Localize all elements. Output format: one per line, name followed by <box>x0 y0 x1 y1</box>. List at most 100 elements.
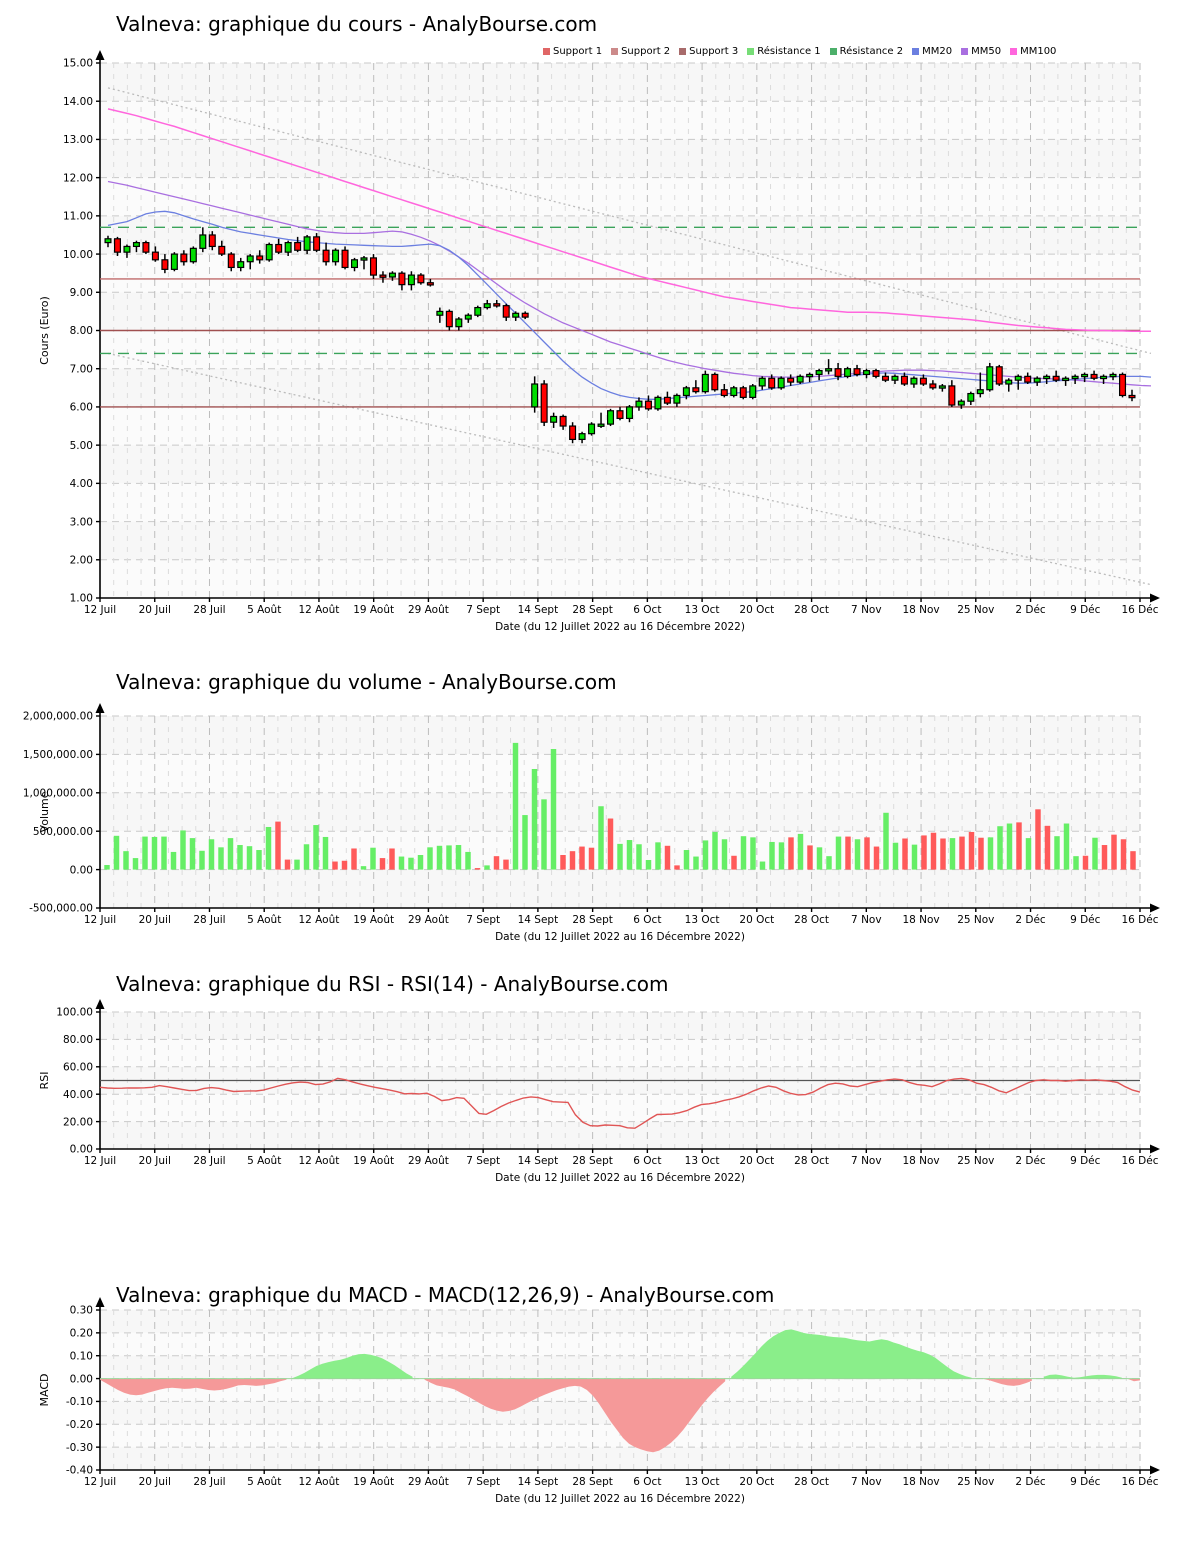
candlestick <box>170 253 178 270</box>
x-axis-title: Date (du 12 Juillet 2022 au 16 Décembre … <box>495 621 745 633</box>
volume-bar <box>313 825 319 870</box>
y-tick-label: 2.00 <box>70 554 93 566</box>
volume-bar <box>322 836 329 870</box>
candlestick <box>559 415 567 427</box>
volume-bar <box>911 844 918 870</box>
candlestick <box>654 396 662 410</box>
x-tick-label: 2 Déc <box>1015 1476 1046 1488</box>
candlestick <box>1014 375 1022 381</box>
x-tick-label: 28 Sept <box>572 1155 613 1167</box>
volume-bar <box>189 838 196 870</box>
volume-bar <box>997 826 1003 870</box>
candlestick <box>208 234 216 248</box>
volume-bar <box>674 865 680 870</box>
volume-bar <box>636 844 642 870</box>
x-tick-label: 19 Août <box>353 1476 394 1488</box>
y-axis-title: Volume <box>38 791 51 832</box>
x-tick-label: 5 Août <box>247 1155 281 1167</box>
candlestick <box>275 243 283 253</box>
legend-swatch-icon <box>611 48 619 55</box>
x-tick-label: 9 Déc <box>1070 1155 1101 1167</box>
candlestick <box>938 385 946 389</box>
x-tick-label: 12 Août <box>298 914 339 926</box>
volume-bar <box>560 855 566 870</box>
legend-swatch-icon <box>1010 48 1018 55</box>
candlestick <box>1071 375 1079 380</box>
candlestick <box>113 238 121 253</box>
x-tick-label: 29 Août <box>408 604 449 616</box>
legend-label: Résistance 2 <box>839 46 904 57</box>
candlestick <box>227 253 235 269</box>
x-tick-label: 12 Juil <box>84 1155 116 1167</box>
x-tick-label: 29 Août <box>408 1476 449 1488</box>
candlestick <box>616 410 624 419</box>
candlestick <box>682 387 690 397</box>
rsi-chart-svg: 0.00 20.00 40.00 60.00 80.00 100.00 12 Juil 20 … <box>38 999 1160 1184</box>
y-tick-label: 2,000,000.00 <box>23 711 93 723</box>
x-tick-label: 6 Oct <box>633 914 661 926</box>
volume-bar <box>493 856 500 870</box>
volume-bar <box>797 833 804 870</box>
y-tick-label: 20.00 <box>63 1116 93 1128</box>
volume-bar <box>541 799 547 870</box>
candlestick <box>929 383 937 389</box>
x-tick-label: 25 Nov <box>957 914 994 926</box>
volume-bar <box>807 845 813 870</box>
candlestick <box>588 423 596 435</box>
rsi-chart-panel: Valneva: graphique du RSI - RSI(14) - An… <box>0 950 1200 1250</box>
candlestick <box>578 433 586 441</box>
candlestick <box>512 312 520 318</box>
candlestick <box>464 314 472 320</box>
volume-bar <box>512 742 519 870</box>
legend-label: Support 3 <box>689 46 739 57</box>
x-tick-label: 29 Août <box>408 1155 449 1167</box>
volume-bar <box>484 865 490 870</box>
x-tick-label: 9 Déc <box>1070 604 1101 616</box>
candlestick <box>720 389 728 397</box>
x-tick-label: 7 Nov <box>851 1155 882 1167</box>
volume-bar <box>835 836 842 870</box>
legend-item-5: MM20 <box>912 46 952 57</box>
candlestick <box>104 238 112 244</box>
volume-chart-title: Valneva: graphique du volume - AnalyBour… <box>116 670 617 694</box>
x-tick-label: 13 Oct <box>685 604 720 616</box>
macd-chart-panel: Valneva: graphique du MACD - MACD(12,26,… <box>0 1250 1200 1550</box>
volume-bar <box>1082 855 1089 870</box>
macd-chart-svg: -0.40 -0.30 -0.20 -0.10 0.00 0.10 0.20 0.30 12 J… <box>38 1297 1160 1505</box>
x-tick-label: 20 Juil <box>139 1476 171 1488</box>
candlestick <box>199 234 207 249</box>
volume-bar <box>398 856 405 870</box>
candlestick <box>1090 373 1098 379</box>
candlestick <box>1024 375 1032 383</box>
x-tick-label: 6 Oct <box>633 604 661 616</box>
x-tick-label: 12 Juil <box>84 914 116 926</box>
candlestick <box>1062 377 1070 382</box>
volume-bar <box>408 857 414 870</box>
candlestick <box>692 387 700 393</box>
volume-bar <box>845 836 851 870</box>
candlestick <box>313 236 321 251</box>
candlestick <box>796 375 804 383</box>
x-tick-label: 9 Déc <box>1070 914 1101 926</box>
volume-bar <box>503 859 509 870</box>
x-tick-label: 2 Déc <box>1015 914 1046 926</box>
volume-bar <box>113 835 120 870</box>
volume-bar <box>180 830 186 870</box>
volume-bar <box>379 858 386 870</box>
volume-bar <box>930 832 937 870</box>
x-tick-label: 18 Nov <box>902 1155 939 1167</box>
volume-bar <box>826 856 832 870</box>
y-axis-title: RSI <box>38 1072 51 1090</box>
y-tick-label: 10.00 <box>63 249 93 261</box>
volume-bar <box>208 839 215 870</box>
y-tick-label: 6.00 <box>70 402 93 414</box>
candlestick <box>919 377 927 385</box>
volume-bar <box>892 842 899 870</box>
y-tick-label: -0.30 <box>66 1442 93 1454</box>
candlestick <box>322 249 330 263</box>
candlestick <box>957 400 965 406</box>
volume-bar <box>1035 809 1041 870</box>
x-tick-label: 29 Août <box>408 914 449 926</box>
x-tick-label: 13 Oct <box>685 914 720 926</box>
volume-bar <box>769 841 775 870</box>
